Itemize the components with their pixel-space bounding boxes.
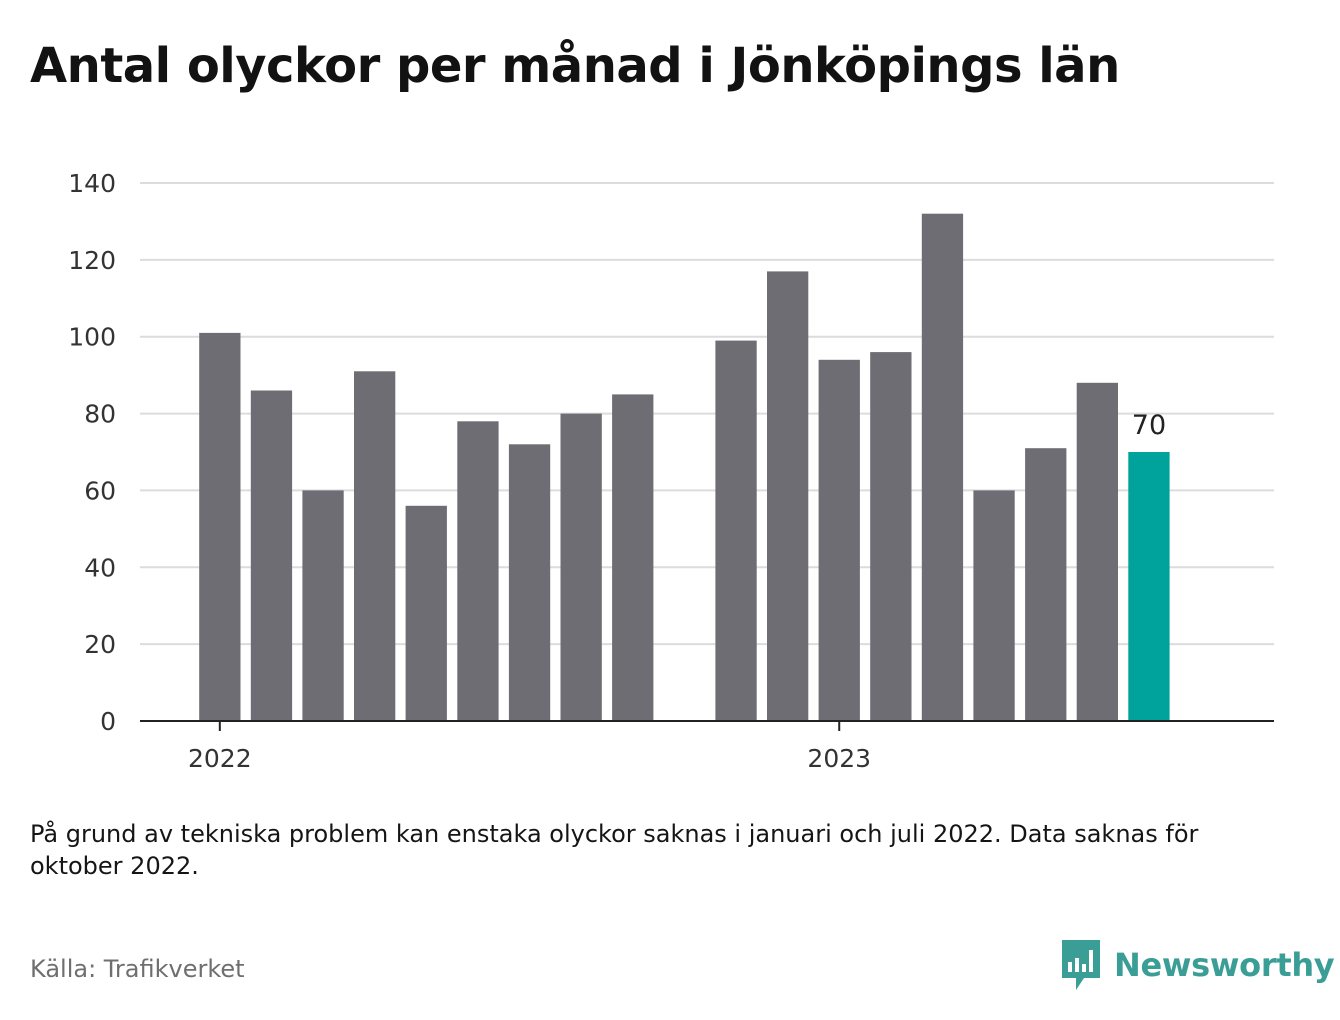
bar [250, 390, 293, 721]
bar [457, 421, 499, 721]
y-tick-label: 140 [68, 169, 116, 198]
bar [921, 213, 964, 721]
y-tick-label: 60 [84, 476, 116, 505]
bar-chart-logo-icon [1062, 940, 1100, 990]
y-tick-label: 80 [84, 400, 116, 429]
brand-name: Newsworthy [1114, 946, 1335, 984]
bar [767, 271, 809, 721]
bar [199, 332, 241, 721]
y-tick-label: 40 [84, 553, 116, 582]
source-credit: Källa: Trafikverket [30, 955, 245, 983]
bar [1025, 448, 1067, 721]
highlight-value-label: 70 [1132, 410, 1166, 441]
chart-title: Antal olyckor per månad i Jönköpings län [30, 38, 1120, 94]
bar [715, 340, 757, 721]
bar [354, 371, 396, 721]
bar [818, 359, 860, 721]
bar-chart: 0 20 40 60 80 100 120 140 70 2022 2023 [68, 169, 1274, 773]
bar [508, 444, 551, 721]
bar [870, 352, 912, 721]
newsworthy-logo[interactable]: Newsworthy [1060, 938, 1335, 992]
y-tick-label: 100 [68, 323, 116, 352]
y-tick-label: 20 [84, 630, 116, 659]
bar [405, 505, 447, 721]
bar [1076, 382, 1118, 721]
y-tick-label: 0 [100, 707, 116, 736]
bar-highlight [1128, 452, 1170, 721]
bar [973, 490, 1015, 721]
chart-footnote: På grund av tekniska problem kan enstaka… [30, 820, 1199, 880]
bar [302, 490, 344, 721]
x-tick-label: 2023 [807, 744, 871, 773]
y-tick-label: 120 [68, 246, 116, 275]
x-tick-label: 2022 [188, 744, 252, 773]
bar [560, 413, 602, 721]
bar [612, 394, 654, 721]
